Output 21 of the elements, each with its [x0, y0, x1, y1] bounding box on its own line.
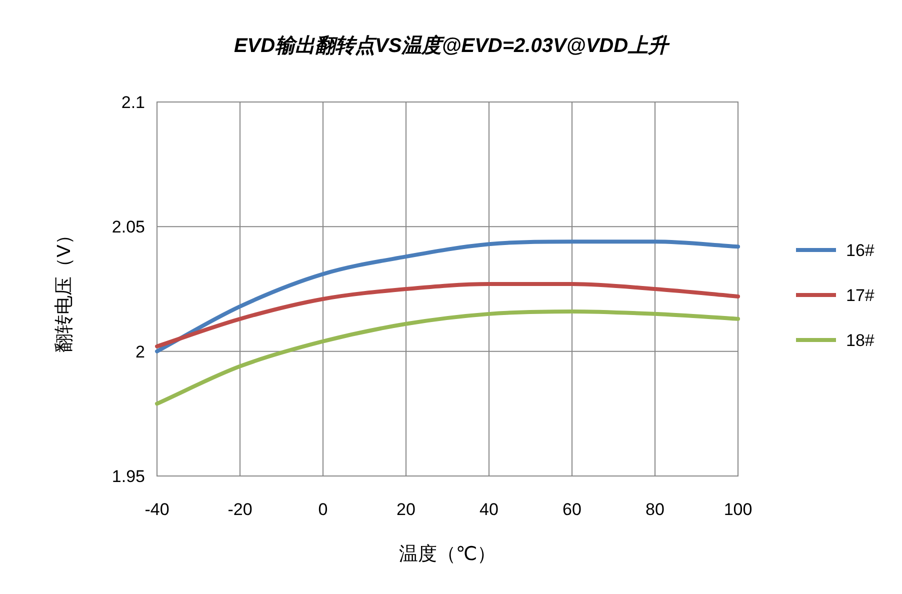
y-axis-title: 翻转电压（V）: [54, 226, 75, 352]
line-series: [155, 309, 740, 406]
legend-label: 18#: [846, 331, 875, 350]
y-tick-label: 2: [136, 342, 145, 362]
y-tick-label: 2.05: [112, 218, 145, 237]
chart-title: EVD输出翻转点VS温度@EVD=2.03V@VDD上升: [234, 34, 670, 57]
x-tick-label: -20: [228, 500, 252, 519]
y-tick-label: 2.1: [121, 93, 145, 112]
x-tick-label: 0: [318, 500, 328, 519]
x-tick-label: 100: [724, 500, 752, 519]
x-axis-title: 温度（℃）: [398, 543, 496, 565]
x-tick-label: 60: [562, 500, 582, 519]
line-series: [155, 282, 740, 348]
x-tick-label: -40: [144, 500, 170, 519]
y-tick-label: 1.95: [112, 467, 145, 486]
line-series: [155, 240, 740, 354]
x-tick-label: 80: [646, 500, 664, 519]
x-tick-label: 20: [396, 500, 416, 519]
legend-label: 16#: [846, 241, 875, 260]
legend-label: 17#: [846, 286, 875, 305]
x-tick-label: 40: [480, 500, 498, 519]
